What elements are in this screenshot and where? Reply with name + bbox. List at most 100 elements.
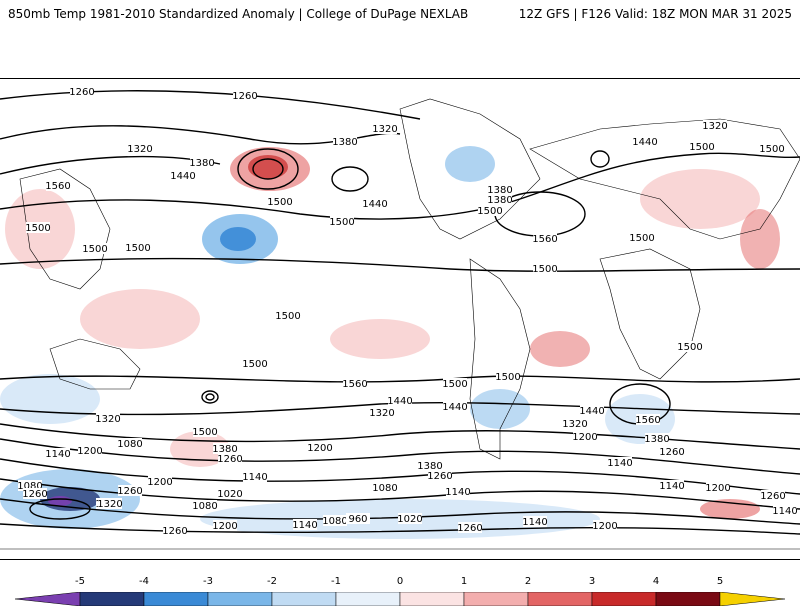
contour-label: 1440	[632, 137, 657, 148]
contour-label-bg	[96, 413, 120, 424]
colorbar-tick-label: 3	[588, 576, 596, 587]
contour-label-bg	[488, 184, 512, 195]
contour-label-bg	[573, 431, 597, 442]
contour-label-bg	[373, 482, 397, 493]
contour-label-bg	[163, 525, 187, 536]
contour-label-bg	[346, 513, 370, 524]
contour-label-bg	[268, 196, 292, 207]
contour-label: 1500	[689, 142, 714, 153]
contour-label-bg	[190, 157, 214, 168]
contour-label-bg	[370, 407, 394, 418]
contour-label: 1380	[417, 461, 442, 472]
contour-label-bg	[761, 490, 785, 501]
contour-label: 1260	[232, 91, 257, 102]
contour-label-bg	[496, 371, 520, 382]
contour-label: 1200	[212, 521, 237, 532]
contour-label: 1020	[217, 489, 242, 500]
contour-label-bg	[46, 448, 70, 459]
contour-label-bg	[630, 232, 654, 243]
colorbar-segment	[271, 592, 337, 606]
colorbar-tick-label: -4	[139, 576, 149, 587]
coastlines	[0, 98, 800, 550]
contour-label: 1500	[329, 217, 354, 228]
contour-label-bg	[148, 476, 172, 487]
contour-label-bg	[26, 222, 50, 233]
contour-label-bg	[218, 453, 242, 464]
contour-label-bg	[690, 141, 714, 152]
contour-label: 1320	[369, 408, 394, 419]
colorbar-segment	[79, 592, 145, 606]
contour-label: 1140	[292, 520, 317, 531]
colorbar-tick-label: 1	[460, 576, 468, 587]
contour-label-bg	[533, 263, 557, 274]
contour-label: 1260	[117, 486, 142, 497]
contour-label-bg	[678, 341, 702, 352]
contour-label: 1140	[772, 506, 797, 517]
contour-label: 1260	[22, 489, 47, 500]
contour-label-bg	[118, 485, 142, 496]
contour-label: 1380	[487, 195, 512, 206]
colorbar-segment	[207, 592, 273, 606]
contour-label: 1080	[117, 439, 142, 450]
contour-label-bg	[760, 143, 784, 154]
contour-label: 1500	[242, 359, 267, 370]
contour-label: 1440	[170, 171, 195, 182]
contour-label: 1500	[677, 342, 702, 353]
contour-label: 1080	[17, 481, 42, 492]
colorbar-segment	[14, 592, 81, 606]
contour-label: 1200	[77, 446, 102, 457]
contour-label-bg	[308, 442, 332, 453]
colorbar-segment	[143, 592, 209, 606]
contour-label: 1500	[477, 206, 502, 217]
contour-label-bg	[323, 515, 347, 526]
colorbar-segment	[655, 592, 721, 606]
contour-label: 1380	[487, 185, 512, 196]
contour-label: 1260	[162, 526, 187, 537]
contour-label-bg	[488, 194, 512, 205]
contour-label: 1200	[572, 432, 597, 443]
contour-label: 1140	[659, 481, 684, 492]
contour-label: 1500	[267, 197, 292, 208]
contour-label-bg	[443, 378, 467, 389]
contour-label-bg	[243, 358, 267, 369]
contour-label: 1380	[332, 137, 357, 148]
colorbar-tick-label: -5	[75, 576, 85, 587]
contour-label-bg	[343, 378, 367, 389]
contour-label: 1500	[82, 244, 107, 255]
contour-label: 1320	[127, 144, 152, 155]
contour-label-bg	[18, 480, 42, 491]
contour-label: 1380	[189, 158, 214, 169]
contour-label: 1200	[307, 443, 332, 454]
contour-label-bg	[608, 457, 632, 468]
contour-label-bg	[706, 482, 730, 493]
contour-label-bg	[218, 488, 242, 499]
model-run-info: 12Z GFS | F126 Valid: 18Z MON MAR 31 202…	[518, 7, 792, 21]
contour-label-bg	[78, 445, 102, 456]
contour-label-bg	[333, 136, 357, 147]
contour-label-bg	[23, 488, 47, 499]
contour-label-bg	[171, 170, 195, 181]
contour-label-bg	[773, 505, 797, 516]
contour-label: 1500	[192, 427, 217, 438]
contour-label-bg	[128, 143, 152, 154]
contour-label-bg	[233, 90, 257, 101]
contour-label: 1500	[275, 311, 300, 322]
contour-label-bg	[373, 123, 397, 134]
contour-label: 1260	[427, 471, 452, 482]
contour-label-bg	[243, 471, 267, 482]
contour-label: 1560	[45, 181, 70, 192]
contour-label-bg	[533, 233, 557, 244]
contour-label-bg	[98, 498, 122, 509]
contour-label: 1500	[495, 372, 520, 383]
contour-label: 1260	[659, 447, 684, 458]
colorbar-segment	[527, 592, 593, 606]
contour-label-bg	[446, 486, 470, 497]
contour-label-bg	[458, 522, 482, 533]
contour-label: 1440	[362, 199, 387, 210]
colorbar-segment	[335, 592, 401, 606]
contour-label: 1140	[522, 517, 547, 528]
contour-label-bg	[398, 513, 422, 524]
contour-label: 1080	[372, 483, 397, 494]
contour-label: 1140	[45, 449, 70, 460]
contour-label-bg	[126, 242, 150, 253]
